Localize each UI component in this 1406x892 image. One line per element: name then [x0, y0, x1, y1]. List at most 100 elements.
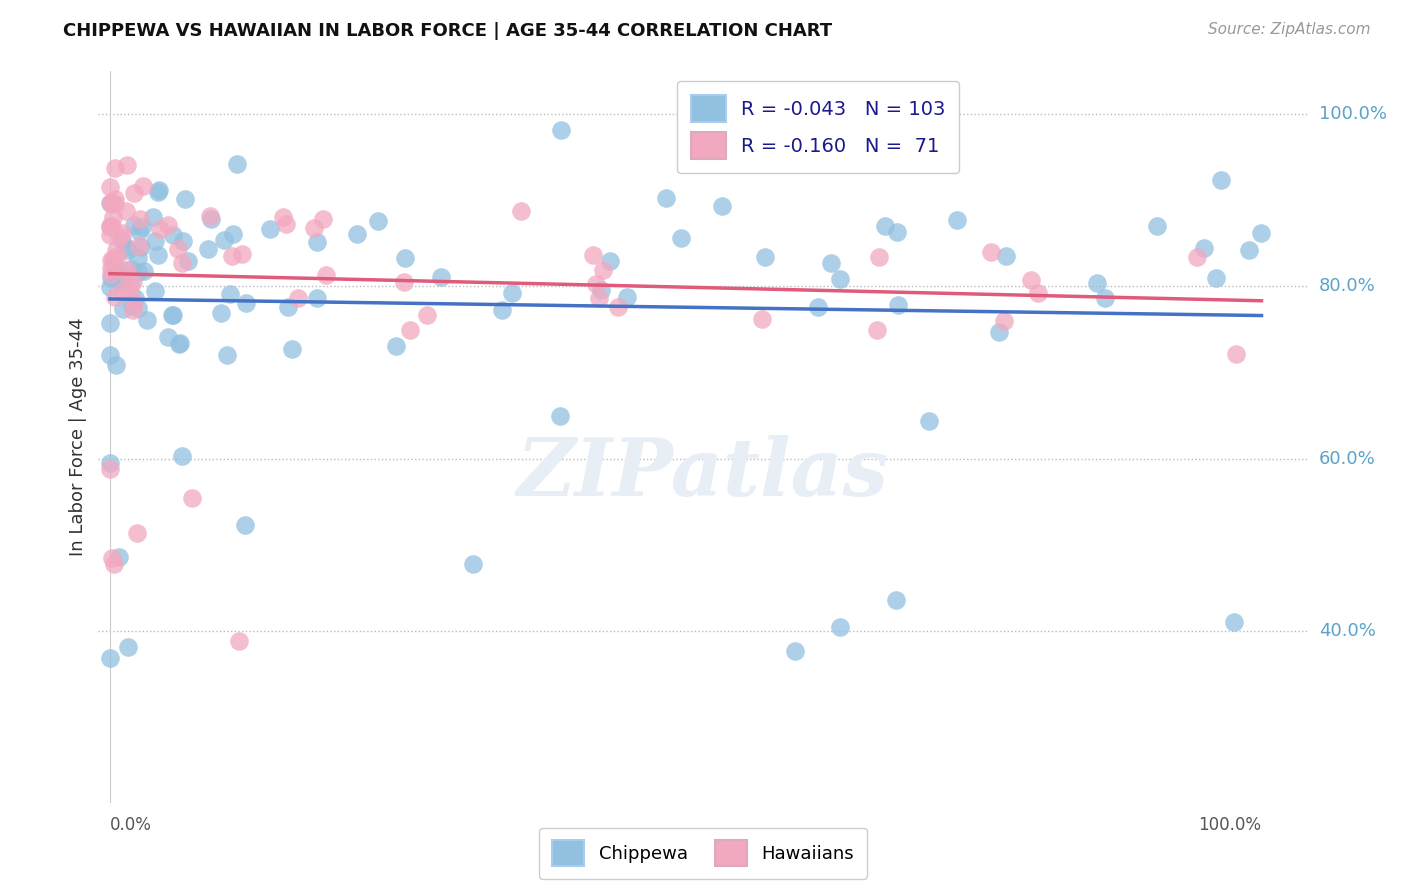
Legend: R = -0.043   N = 103, R = -0.160   N =  71: R = -0.043 N = 103, R = -0.160 N = 71: [678, 81, 959, 173]
Point: [886, 225, 908, 239]
Point: [274, 218, 297, 232]
Point: [233, 517, 256, 532]
Point: [101, 210, 124, 224]
Point: [100, 316, 122, 330]
Point: [548, 409, 571, 424]
Point: [830, 620, 852, 634]
Point: [120, 277, 142, 292]
Point: [115, 158, 138, 172]
Point: [101, 551, 124, 566]
Point: [103, 252, 125, 267]
Point: [110, 285, 132, 299]
Text: 0.0%: 0.0%: [110, 815, 152, 834]
Point: [231, 247, 253, 261]
Point: [111, 234, 134, 248]
Point: [127, 301, 149, 316]
Point: [167, 242, 190, 256]
Point: [103, 557, 125, 571]
Point: [873, 219, 896, 234]
Point: [148, 183, 170, 197]
Point: [287, 291, 309, 305]
Point: [1225, 346, 1247, 360]
Point: [430, 270, 453, 285]
Point: [501, 285, 523, 300]
Point: [1146, 219, 1168, 233]
Point: [101, 252, 124, 267]
Point: [136, 313, 159, 327]
Point: [222, 227, 245, 242]
Point: [117, 244, 139, 258]
Point: [108, 230, 131, 244]
Point: [1085, 276, 1108, 290]
Point: [993, 313, 1015, 327]
Legend: Chippewa, Hawaiians: Chippewa, Hawaiians: [538, 828, 868, 879]
Point: [104, 161, 127, 176]
Point: [103, 258, 125, 272]
Point: [101, 219, 124, 234]
Point: [200, 211, 222, 226]
Point: [98, 280, 121, 294]
Point: [271, 211, 294, 225]
Point: [235, 295, 257, 310]
Point: [754, 251, 776, 265]
Point: [1250, 226, 1272, 240]
Point: [157, 330, 180, 344]
Point: [104, 359, 127, 373]
Point: [228, 634, 250, 648]
Point: [131, 219, 153, 234]
Point: [180, 491, 202, 505]
Point: [98, 180, 121, 194]
Point: [302, 220, 325, 235]
Point: [100, 271, 122, 285]
Point: [111, 272, 134, 286]
Text: CHIPPEWA VS HAWAIIAN IN LABOR FORCE | AGE 35-44 CORRELATION CHART: CHIPPEWA VS HAWAIIAN IN LABOR FORCE | AG…: [63, 22, 832, 40]
Point: [655, 191, 678, 205]
Point: [124, 291, 146, 305]
Point: [218, 286, 240, 301]
Point: [104, 290, 127, 304]
Point: [259, 222, 281, 236]
Point: [312, 211, 335, 226]
Point: [100, 196, 122, 211]
Point: [1237, 243, 1260, 257]
Point: [751, 311, 773, 326]
Point: [160, 308, 183, 322]
Point: [307, 292, 329, 306]
Point: [221, 249, 243, 263]
Point: [346, 227, 368, 241]
Point: [170, 449, 193, 463]
Point: [162, 308, 184, 322]
Point: [392, 275, 415, 289]
Point: [146, 248, 169, 262]
Point: [592, 262, 614, 277]
Point: [157, 219, 180, 233]
Point: [367, 214, 389, 228]
Point: [1028, 286, 1050, 301]
Point: [117, 268, 139, 283]
Point: [200, 209, 222, 223]
Point: [162, 227, 184, 242]
Point: [127, 265, 149, 279]
Point: [277, 301, 299, 315]
Point: [884, 593, 907, 607]
Point: [169, 336, 191, 351]
Point: [128, 224, 150, 238]
Point: [104, 243, 127, 257]
Text: 40.0%: 40.0%: [1319, 622, 1375, 640]
Point: [399, 323, 422, 337]
Point: [510, 204, 533, 219]
Point: [599, 253, 621, 268]
Point: [112, 301, 135, 316]
Point: [591, 284, 613, 298]
Point: [588, 291, 610, 305]
Text: Source: ZipAtlas.com: Source: ZipAtlas.com: [1208, 22, 1371, 37]
Point: [177, 253, 200, 268]
Point: [1223, 615, 1246, 630]
Point: [918, 414, 941, 428]
Point: [100, 196, 122, 211]
Text: ZIPatlas: ZIPatlas: [517, 435, 889, 512]
Point: [100, 267, 122, 281]
Point: [197, 242, 219, 256]
Point: [315, 268, 337, 282]
Point: [1185, 250, 1208, 264]
